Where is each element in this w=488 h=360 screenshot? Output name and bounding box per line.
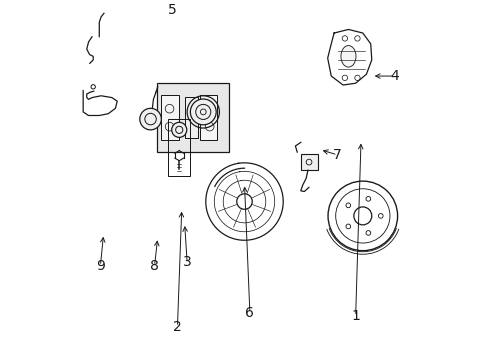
Text: 9: 9 <box>96 259 104 273</box>
Text: 6: 6 <box>245 306 254 320</box>
Text: 5: 5 <box>167 3 176 17</box>
Ellipse shape <box>190 99 216 125</box>
Text: 2: 2 <box>173 320 182 334</box>
Bar <box>300 154 317 170</box>
Ellipse shape <box>140 108 161 130</box>
Text: 7: 7 <box>333 148 342 162</box>
Ellipse shape <box>195 104 210 120</box>
Ellipse shape <box>171 122 186 138</box>
Text: 3: 3 <box>183 256 191 270</box>
Text: 4: 4 <box>390 69 399 83</box>
Bar <box>168 119 190 176</box>
FancyBboxPatch shape <box>161 95 178 140</box>
FancyBboxPatch shape <box>185 97 198 139</box>
Text: 1: 1 <box>350 309 359 323</box>
Text: 8: 8 <box>150 259 159 273</box>
FancyBboxPatch shape <box>157 83 228 152</box>
Ellipse shape <box>340 46 355 67</box>
FancyBboxPatch shape <box>199 95 217 140</box>
